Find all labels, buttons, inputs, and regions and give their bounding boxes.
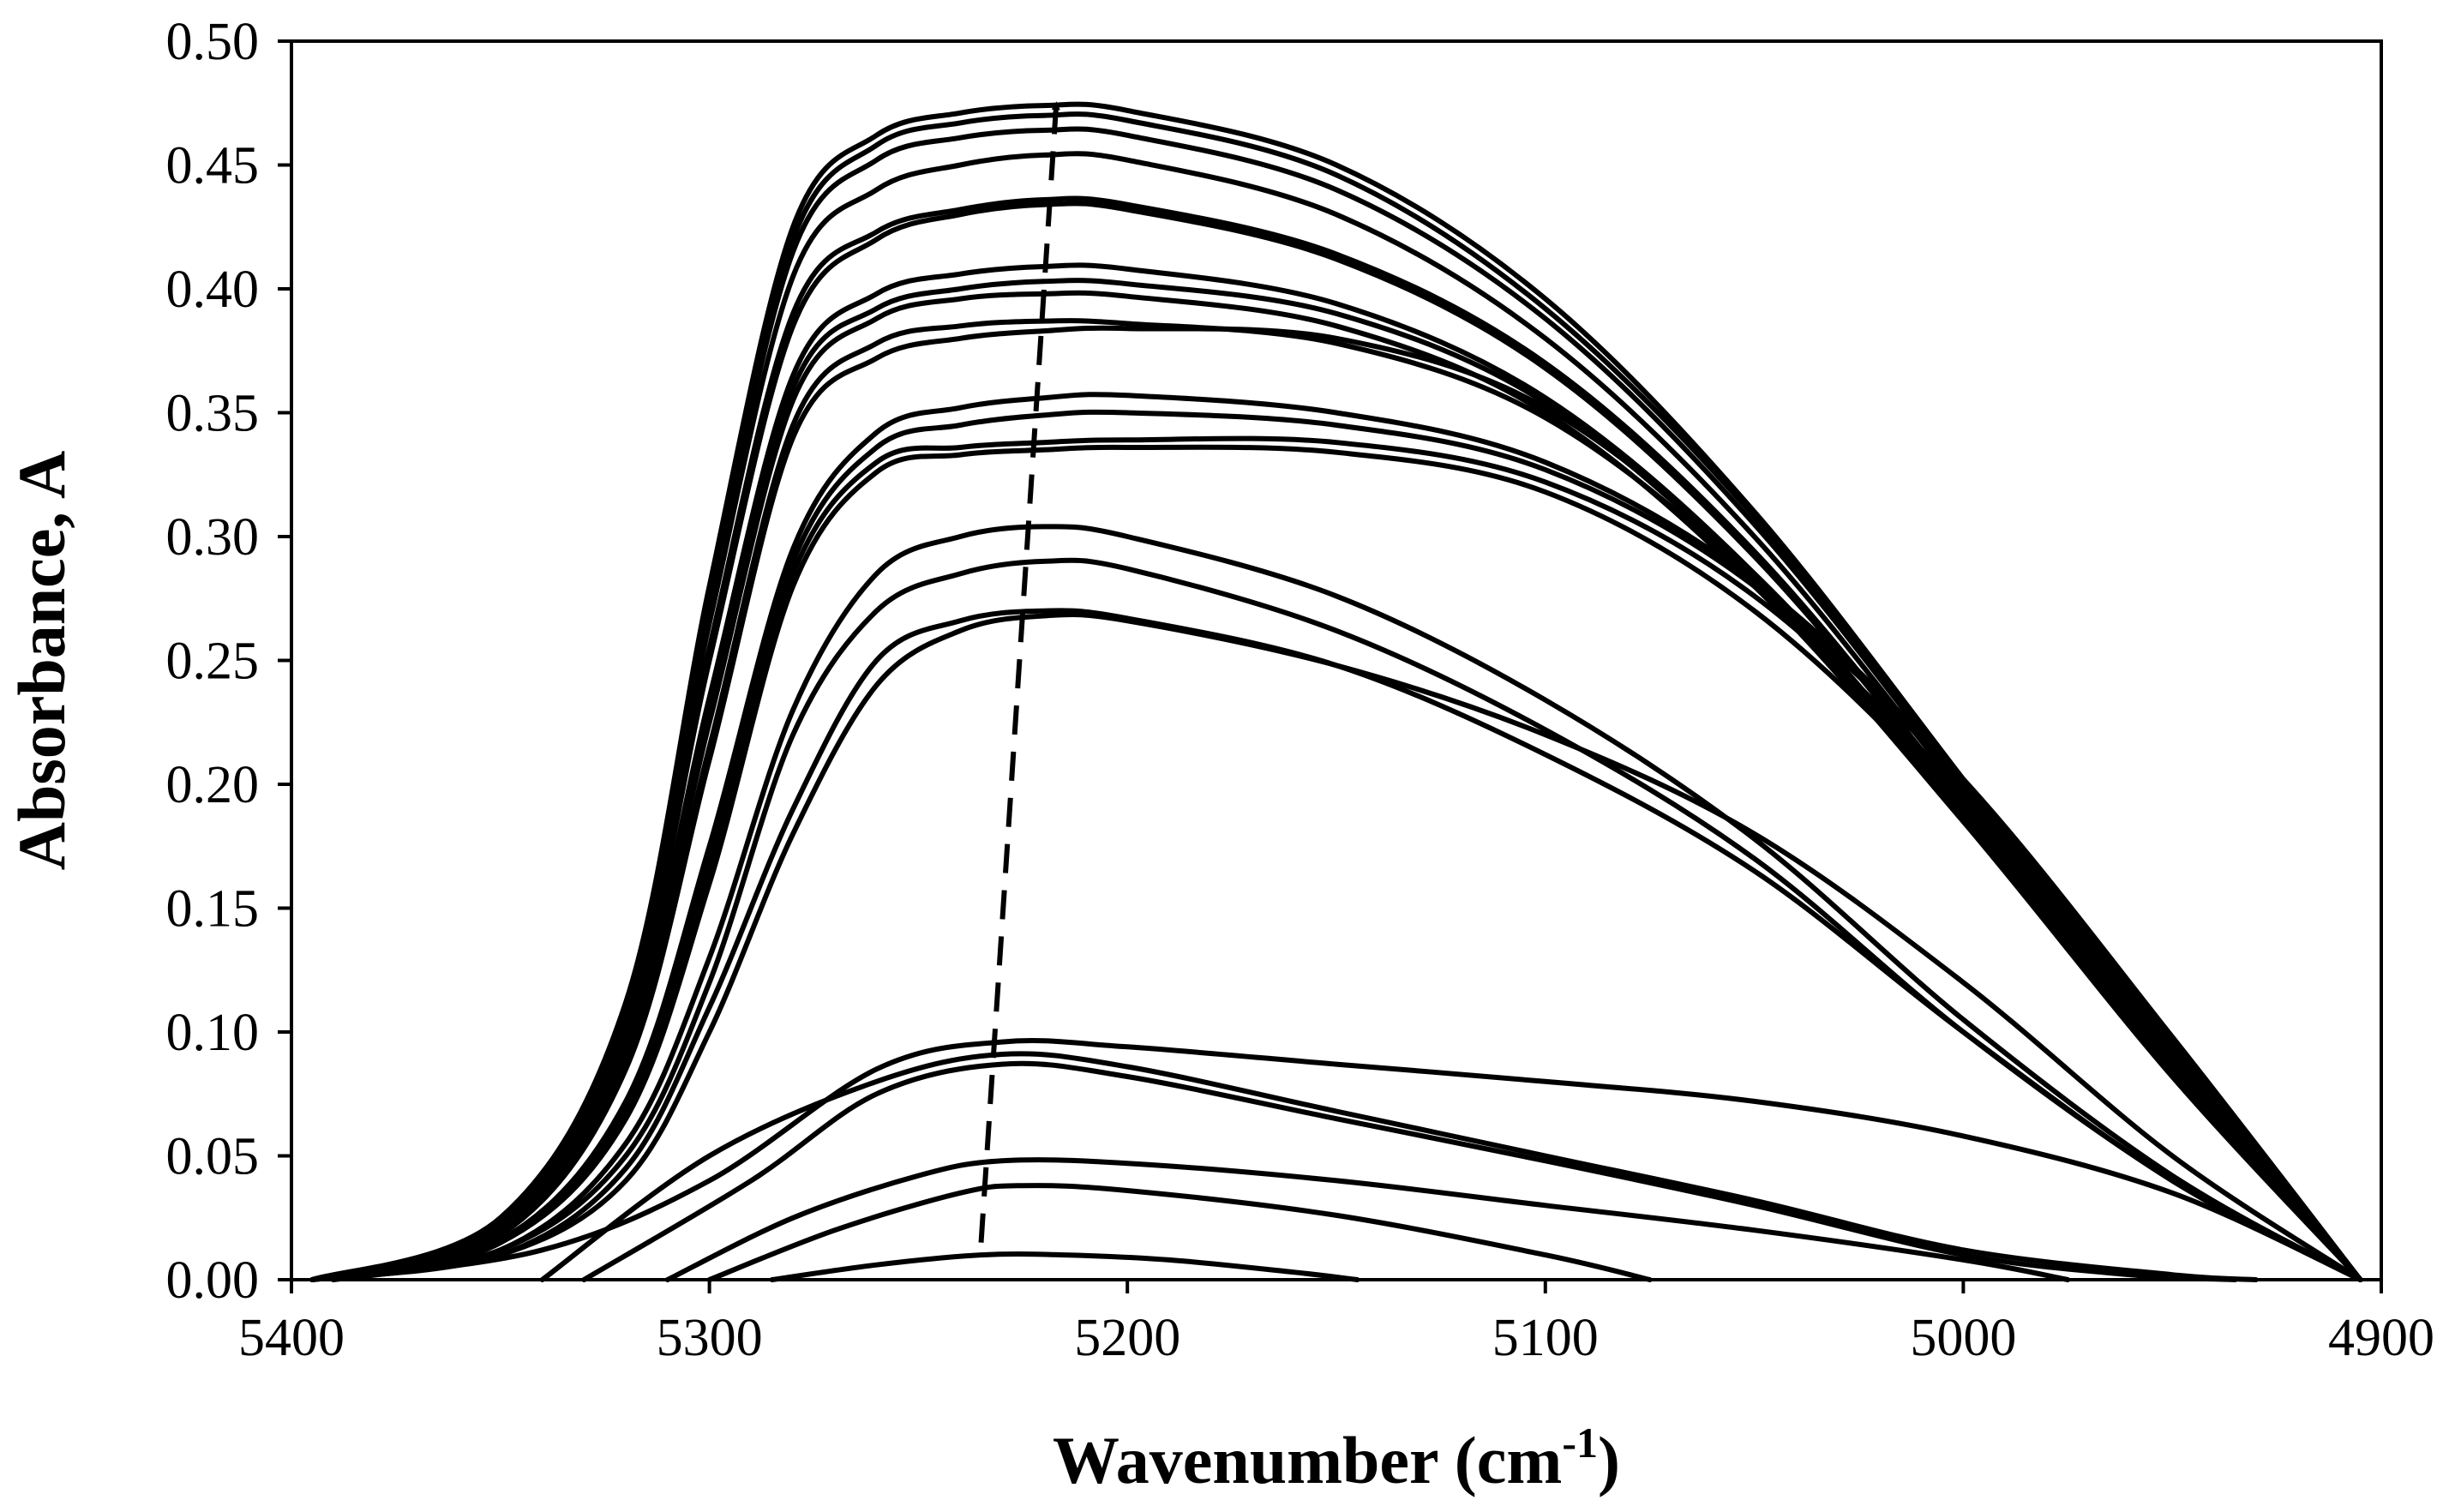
series-line-6 — [330, 1038, 2363, 1282]
series-line-4 — [581, 1060, 2238, 1282]
x-tick-label: 4900 — [2328, 1309, 2434, 1367]
y-tick-label: 0.40 — [166, 261, 260, 319]
series-layer — [309, 101, 2363, 1282]
y-tick-label: 0.50 — [166, 13, 260, 71]
y-axis-title: Absorbance, A — [4, 451, 79, 871]
series-line-24 — [309, 111, 2363, 1282]
series-line-9 — [309, 557, 2363, 1282]
y-tick-label: 0.10 — [166, 1004, 260, 1062]
y-tick-label: 0.05 — [166, 1128, 260, 1186]
series-line-10 — [309, 524, 2363, 1282]
x-tick-label: 5300 — [657, 1309, 763, 1367]
series-line-3 — [664, 1157, 2071, 1282]
annotation-layer — [978, 101, 1060, 1243]
y-tick-label: 0.20 — [166, 756, 260, 814]
y-axis-ticks: 0.00 0.05 0.10 0.15 0.20 0.25 0.30 0.35 0.40 0.45… — [166, 13, 291, 1310]
y-tick-label: 0.35 — [166, 385, 260, 443]
series-line-15 — [309, 325, 2363, 1282]
y-tick-label: 0.25 — [166, 633, 260, 691]
series-line-19 — [309, 262, 2363, 1282]
trend-arrow-1 — [978, 101, 1060, 1243]
x-axis-title-end: ) — [1598, 1423, 1620, 1497]
series-line-5 — [539, 1051, 2259, 1282]
x-tick-label: 5000 — [1910, 1309, 2016, 1367]
x-tick-label: 5400 — [238, 1309, 345, 1367]
series-line-14 — [309, 392, 2363, 1282]
series-line-7 — [309, 611, 2363, 1282]
y-tick-label: 0.45 — [166, 137, 260, 195]
x-tick-label: 5100 — [1492, 1309, 1599, 1367]
series-line-16 — [309, 318, 2363, 1282]
series-line-1 — [769, 1251, 1360, 1282]
y-tick-label: 0.30 — [166, 508, 260, 567]
y-tick-label: 0.00 — [166, 1251, 260, 1310]
x-tick-label: 5200 — [1074, 1309, 1180, 1367]
x-axis-title-sup: -1 — [1562, 1419, 1598, 1467]
x-axis-title: Wavenumber (cm-1) — [1053, 1419, 1620, 1497]
x-axis-title-main: Wavenumber (cm — [1053, 1423, 1562, 1497]
y-tick-label: 0.15 — [166, 880, 260, 939]
series-line-2 — [706, 1183, 1653, 1282]
series-line-25 — [309, 101, 2363, 1282]
x-axis-ticks: 5400 5300 5200 5100 5000 4900 — [238, 1280, 2434, 1367]
